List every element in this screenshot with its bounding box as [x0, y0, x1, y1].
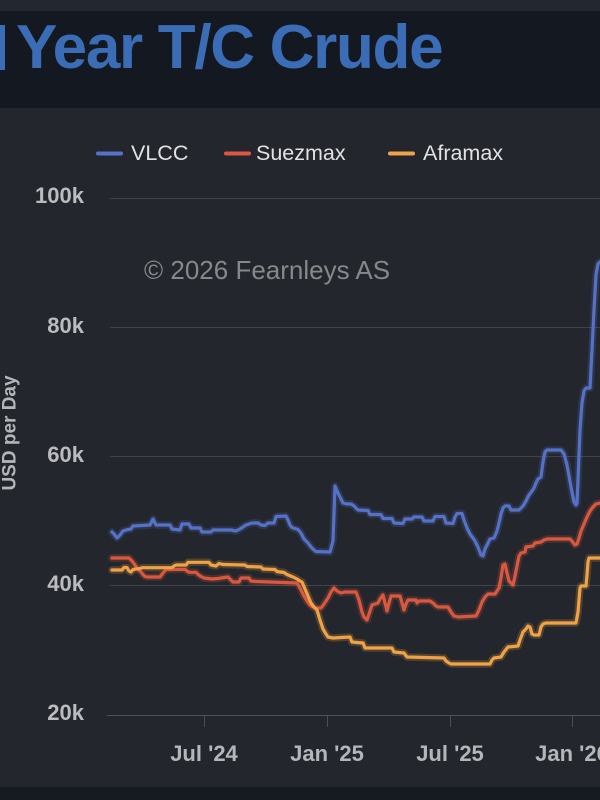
svg-text:Jan '26: Jan '26 — [535, 741, 600, 766]
svg-text:Aframax: Aframax — [423, 141, 503, 165]
svg-text:USD per Day: USD per Day — [0, 375, 21, 491]
svg-text:Jul '24: Jul '24 — [170, 741, 238, 766]
svg-text:Jan '25: Jan '25 — [290, 741, 364, 766]
svg-text:© 2026 Fearnleys AS: © 2026 Fearnleys AS — [144, 255, 390, 285]
svg-text:VLCC: VLCC — [131, 141, 188, 165]
svg-text:20k: 20k — [47, 700, 84, 725]
svg-text:Suezmax: Suezmax — [256, 141, 346, 165]
svg-text:100k: 100k — [35, 183, 85, 208]
svg-text:Jul '25: Jul '25 — [416, 741, 484, 766]
svg-text:80k: 80k — [47, 313, 84, 338]
svg-text:60k: 60k — [47, 442, 84, 467]
svg-text:40k: 40k — [47, 571, 84, 596]
